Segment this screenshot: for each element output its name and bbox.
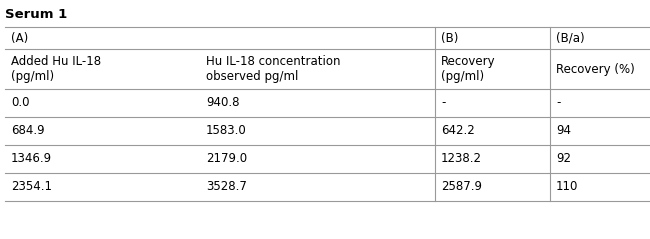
Text: (A): (A) bbox=[11, 32, 28, 44]
Text: -: - bbox=[441, 97, 445, 109]
Text: 92: 92 bbox=[556, 152, 571, 165]
Text: (B/a): (B/a) bbox=[556, 32, 584, 44]
Text: Recovery
(pg/ml): Recovery (pg/ml) bbox=[441, 55, 495, 83]
Text: -: - bbox=[556, 97, 560, 109]
Text: 94: 94 bbox=[556, 125, 571, 137]
Text: 2354.1: 2354.1 bbox=[11, 180, 52, 194]
Text: 684.9: 684.9 bbox=[11, 125, 45, 137]
Text: 940.8: 940.8 bbox=[206, 97, 239, 109]
Text: 1346.9: 1346.9 bbox=[11, 152, 52, 165]
Text: 3528.7: 3528.7 bbox=[206, 180, 247, 194]
Text: 110: 110 bbox=[556, 180, 578, 194]
Text: (B): (B) bbox=[441, 32, 458, 44]
Text: Added Hu IL-18
(pg/ml): Added Hu IL-18 (pg/ml) bbox=[11, 55, 101, 83]
Text: 1238.2: 1238.2 bbox=[441, 152, 482, 165]
Text: 2179.0: 2179.0 bbox=[206, 152, 247, 165]
Text: Recovery (%): Recovery (%) bbox=[556, 63, 635, 76]
Text: Hu IL-18 concentration
observed pg/ml: Hu IL-18 concentration observed pg/ml bbox=[206, 55, 341, 83]
Text: 1583.0: 1583.0 bbox=[206, 125, 247, 137]
Text: 642.2: 642.2 bbox=[441, 125, 474, 137]
Text: 2587.9: 2587.9 bbox=[441, 180, 482, 194]
Text: Serum 1: Serum 1 bbox=[5, 8, 67, 21]
Text: 0.0: 0.0 bbox=[11, 97, 29, 109]
